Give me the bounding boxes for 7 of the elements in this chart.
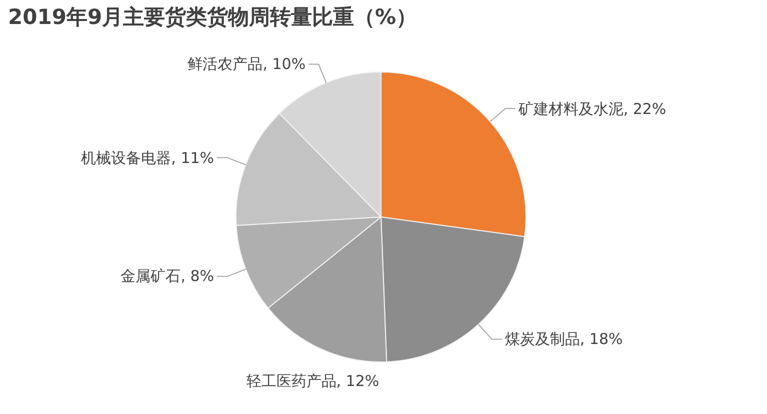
slice-label: 煤炭及制品, 18%	[504, 329, 623, 350]
slice-label: 轻工医药产品, 12%	[246, 371, 380, 392]
slice-label: 矿建材料及水泥, 22%	[518, 98, 666, 120]
slice-label: 金属矿石, 8%	[120, 266, 214, 288]
chart-title: 2019年9月主要货类货物周转量比重（%）	[8, 4, 418, 31]
slice-label: 鲜活农产品, 10%	[188, 54, 306, 76]
slice-label: 机械设备电器, 11%	[81, 148, 214, 169]
